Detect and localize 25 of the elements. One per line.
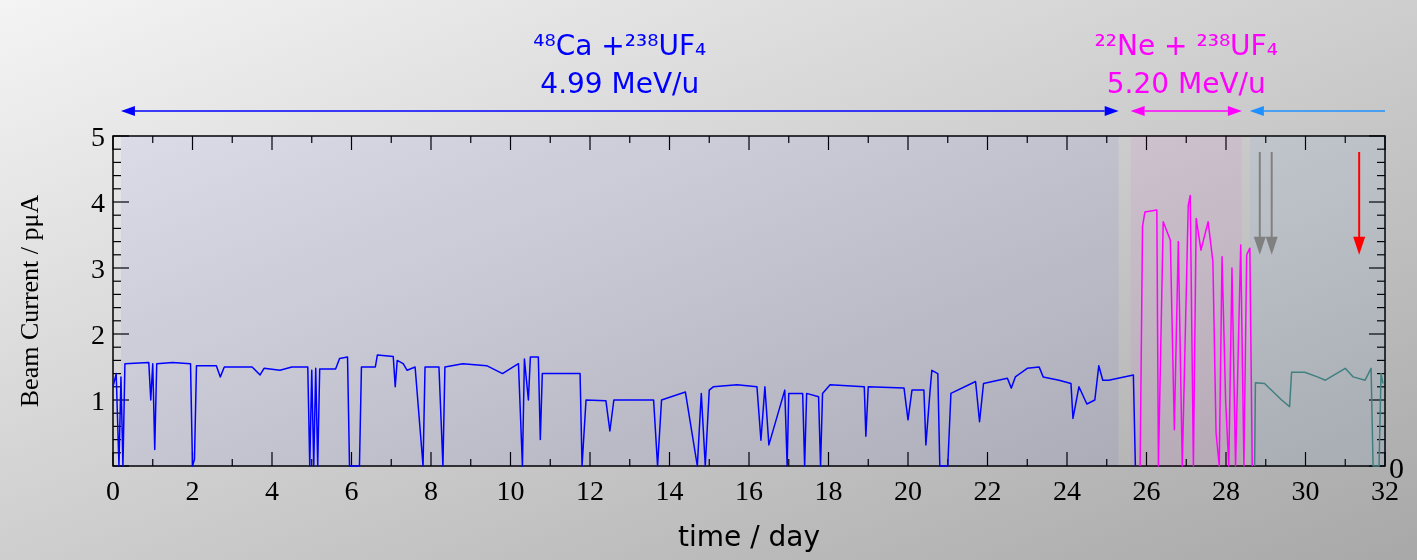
x-tick-label: 0 xyxy=(106,475,120,506)
band-label: ²²Ne + ²³⁸UF₄ 5.20 MeV/u xyxy=(1094,29,1278,100)
x-axis-title: time / day xyxy=(678,520,820,553)
x-tick-label: 26 xyxy=(1132,475,1161,506)
x-tick-label: 30 xyxy=(1291,475,1320,506)
x-tick-label: 4 xyxy=(265,475,279,506)
x-tick-label: 22 xyxy=(973,475,1002,506)
y-axis-title: Beam Current / pμA xyxy=(15,194,44,408)
x-tick-label: 16 xyxy=(735,475,763,506)
y-tick-label: 2 xyxy=(91,319,105,350)
x-tick-label: 10 xyxy=(496,475,525,506)
x-tick-label: 12 xyxy=(576,475,604,506)
x-tick-label: 6 xyxy=(344,475,359,506)
x-tick-label: 20 xyxy=(894,475,922,506)
x-tick-label: 28 xyxy=(1212,475,1240,506)
y-tick-label: 3 xyxy=(91,253,105,284)
y-tick-label: 1 xyxy=(91,385,105,416)
x-tick-label: 24 xyxy=(1053,475,1081,506)
x-tick-label: 14 xyxy=(655,475,684,506)
y-tick-label: 5 xyxy=(91,121,105,152)
x-tick-label: 18 xyxy=(814,475,843,506)
y-tick-label: 4 xyxy=(91,187,105,218)
band-label: ⁴⁸Ca +²³⁸UF₄ 4.99 MeV/u xyxy=(533,29,707,100)
x-tick-label: 8 xyxy=(424,475,438,506)
x-tick-label: 2 xyxy=(185,475,200,506)
